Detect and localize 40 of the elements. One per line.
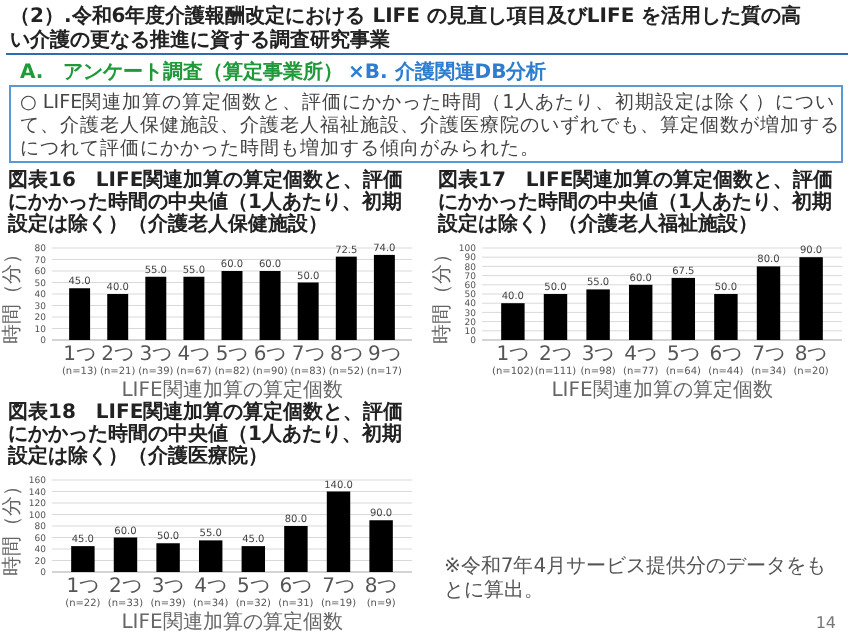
- bar: [335, 256, 357, 340]
- text: ○ LIFE関連加算の算定個数と、評価にかかった時間（1人あたり、初期設定は除く）について、介護老人保健施設、介護老人福祉施設、介護医療院のいずれでも、算定個数が増加するにつれて評価にかかった時間も増加する傾向がみられた。: [20, 90, 840, 160]
- bar: [156, 543, 180, 572]
- chart-title: 図表18 LIFE関連加算の算定個数と、評価にかかった時間の中央値（1人あたり、初期設定は除く）（介護医療院）: [6, 400, 404, 468]
- x-axis-title: LIFE関連加算の算定個数: [551, 378, 773, 402]
- bar: [241, 546, 266, 572]
- bar: [145, 276, 167, 340]
- bar: [326, 491, 351, 572]
- bar: [714, 294, 738, 340]
- bar: [113, 537, 138, 572]
- y-axis-title: 時間（分）: [0, 244, 24, 344]
- bar: [69, 288, 91, 340]
- text: A. アンケート調査（算定事業所）: [20, 60, 344, 84]
- bar: [297, 282, 319, 340]
- chart-title: 図表17 LIFE関連加算の算定個数と、評価にかかった時間の中央値（1人あたり、初期設定は除く）（介護老人福祉施設）: [436, 168, 834, 236]
- bar: [369, 520, 393, 572]
- bar: [259, 271, 281, 340]
- bar: [671, 277, 696, 340]
- bar: [543, 294, 568, 340]
- bar: [284, 526, 308, 572]
- bar: [221, 271, 243, 340]
- bar: [628, 284, 653, 340]
- x-axis-title: LIFE関連加算の算定個数: [121, 610, 343, 634]
- text: ※令和7年4月サービス提供分のデータをもとに算出。: [444, 554, 827, 602]
- bar: [198, 540, 223, 572]
- bar: [756, 266, 781, 340]
- bar: [501, 303, 525, 340]
- bar: [586, 289, 610, 340]
- bar: [183, 276, 205, 340]
- text: 14: [815, 614, 836, 632]
- bar: [799, 257, 823, 340]
- x-axis-title: LIFE関連加算の算定個数: [121, 378, 343, 402]
- bar: [373, 254, 395, 340]
- bar: [71, 546, 95, 572]
- y-axis-title: 時間（分）: [430, 244, 454, 344]
- text: （2）.令和6年度介護報酬改定における LIFE の見直し項目及びLIFE を活用した質の高い介護の更なる推進に資する調査研究事業: [10, 4, 802, 52]
- chart-title: 図表16 LIFE関連加算の算定個数と、評価にかかった時間の中央値（1人あたり、初期設定は除く）（介護老人保健施設）: [6, 168, 404, 236]
- y-axis-title: 時間（分）: [0, 476, 24, 576]
- bar: [107, 294, 129, 340]
- text: ×B. 介護関連DB分析: [348, 60, 547, 84]
